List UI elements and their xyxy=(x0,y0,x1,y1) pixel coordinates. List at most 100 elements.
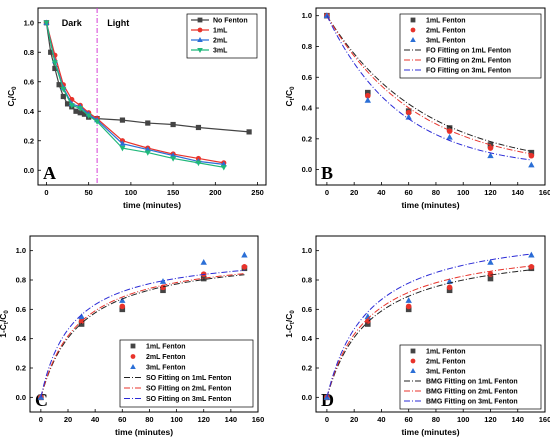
data-point xyxy=(200,259,207,265)
y-tick-label: 0.4 xyxy=(24,107,35,116)
data-point xyxy=(528,149,535,156)
data-point xyxy=(487,145,494,151)
data-point xyxy=(160,287,166,294)
fit-line xyxy=(326,269,532,398)
data-point xyxy=(364,321,371,327)
data-point xyxy=(119,297,126,303)
data-point xyxy=(195,124,202,131)
fit-line xyxy=(326,265,532,398)
legend-label: FO Fitting on 3mL Fenton xyxy=(426,68,511,75)
x-tick-label: 80 xyxy=(145,415,153,424)
x-tick-label: 40 xyxy=(91,415,99,424)
legend: 1mL Fenton 2mL Fenton 3mL Fenton SO Fitting… xyxy=(119,339,254,408)
fit-line xyxy=(40,269,245,398)
data-point xyxy=(78,313,85,320)
data-point xyxy=(528,251,535,258)
data-point xyxy=(405,306,412,313)
data-point xyxy=(119,303,126,310)
annotation-dark: Dark xyxy=(62,18,83,28)
y-tick-label: 0.2 xyxy=(24,136,34,145)
y-tick-label: 0.2 xyxy=(302,364,312,373)
data-point xyxy=(405,297,412,303)
data-point xyxy=(68,103,75,109)
data-point xyxy=(241,251,248,258)
legend-label: 2mL Fenton xyxy=(426,359,466,366)
data-point xyxy=(56,82,62,88)
x-tick-label: 200 xyxy=(209,188,222,197)
legend-label: BMG Fitting on 1mL Fenton xyxy=(426,379,518,386)
x-tick-label: 100 xyxy=(170,415,183,424)
series-line xyxy=(45,22,224,164)
fit-line xyxy=(326,253,532,398)
legend-marker xyxy=(410,358,416,364)
plot-frame xyxy=(315,7,546,186)
data-point xyxy=(78,321,85,327)
legend-label: SO Fitting on 3mL Fenton xyxy=(146,396,231,403)
data-point xyxy=(246,129,252,135)
y-tick-label: 0.4 xyxy=(16,334,27,343)
data-point xyxy=(446,125,453,131)
legend-label: 1mL Fenton xyxy=(146,344,186,351)
x-tick-label: 40 xyxy=(377,188,385,197)
x-tick-label: 120 xyxy=(484,188,497,197)
y-tick-label: 0.0 xyxy=(302,393,312,402)
x-tick-label: 120 xyxy=(484,415,497,424)
legend-box xyxy=(119,339,254,408)
x-axis-label: time (minutes) xyxy=(123,200,181,210)
data-point xyxy=(487,152,494,159)
fit-line xyxy=(40,274,245,398)
x-tick-label: 40 xyxy=(377,415,385,424)
legend: 1mL Fenton 2mL Fenton 3mL Fenton FO Fitting… xyxy=(399,13,542,79)
legend: 1mL Fenton 2mL Fenton 3mL Fenton BMG Fittin… xyxy=(399,344,542,410)
fit-line xyxy=(326,15,532,161)
y-tick-label: 0.4 xyxy=(302,334,313,343)
x-axis-label: time (minutes) xyxy=(401,427,459,437)
data-point xyxy=(364,92,371,99)
x-tick-label: 250 xyxy=(251,188,264,197)
y-tick-label: 0.8 xyxy=(302,42,312,51)
legend-label: 2mL Fenton xyxy=(146,354,186,361)
y-tick-label: 0.8 xyxy=(24,48,34,57)
data-point xyxy=(487,259,494,265)
legend-label: 3mL Fenton xyxy=(426,369,466,376)
panel-d: 0 20 40 60 80 100 120 140 160 0.0 0.2 0.4 0.6 0.8 1.0 t… xyxy=(284,235,550,437)
panel-a: 0 50 100 150 200 250 0.0 0.2 0.4 0.6 0.8 1.0 time (m… xyxy=(6,7,267,210)
data-point xyxy=(51,60,58,66)
data-point xyxy=(48,49,54,55)
data-point xyxy=(195,160,202,167)
y-axis-label: Ct/C0 xyxy=(284,86,296,107)
y-tick-label: 0.6 xyxy=(16,305,26,314)
y-axis-label: 1-Ct/C0 xyxy=(0,310,10,338)
data-point xyxy=(364,96,371,103)
y-tick-label: 0.2 xyxy=(16,364,26,373)
data-point xyxy=(528,161,535,168)
y-tick-label: 0.0 xyxy=(24,166,34,175)
fit-line xyxy=(40,273,245,398)
data-point xyxy=(119,117,126,123)
plot-frame xyxy=(315,235,546,413)
legend-label: FO Fitting on 2mL Fenton xyxy=(426,58,511,65)
data-point xyxy=(159,278,167,284)
legend-label: 1mL Fenton xyxy=(426,18,466,25)
legend-marker xyxy=(197,27,203,33)
y-tick-label: 0.0 xyxy=(302,165,312,174)
data-point xyxy=(241,264,248,270)
legend-label: 3mL xyxy=(213,48,228,55)
x-tick-label: 60 xyxy=(118,415,126,424)
data-point xyxy=(77,106,84,112)
legend-label: SO Fitting on 2mL Fenton xyxy=(146,386,231,393)
y-tick-label: 0.6 xyxy=(302,305,312,314)
data-point xyxy=(487,275,494,282)
panel-letter: A xyxy=(43,163,56,183)
data-point xyxy=(405,303,412,310)
plot-frame xyxy=(37,7,267,186)
x-tick-label: 150 xyxy=(167,188,180,197)
data-point xyxy=(446,284,453,291)
legend-marker xyxy=(130,364,136,369)
x-tick-label: 20 xyxy=(350,188,358,197)
y-axis-label: 1-Ct/C0 xyxy=(284,310,296,338)
data-point xyxy=(323,12,331,19)
legend-label: 1mL xyxy=(213,28,228,35)
legend-marker xyxy=(410,17,416,23)
x-tick-label: 0 xyxy=(325,188,329,197)
